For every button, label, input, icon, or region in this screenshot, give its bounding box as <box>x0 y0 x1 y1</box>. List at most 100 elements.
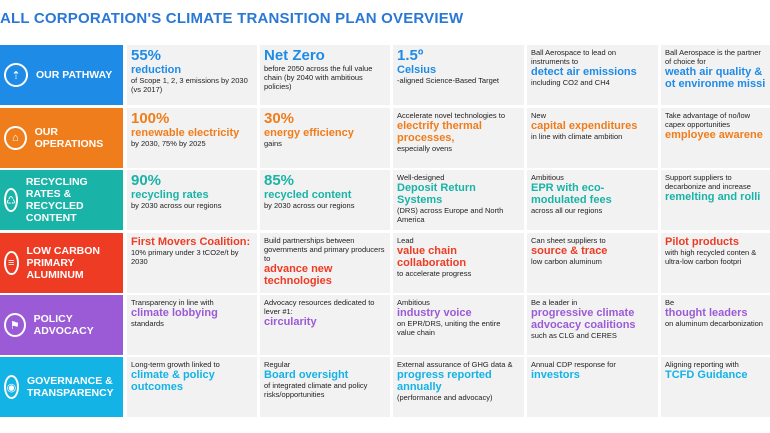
cell-intro: Can sheet suppliers to <box>531 236 606 245</box>
cell-highlight: 100% <box>131 110 170 127</box>
row-header: ⇡ OUR PATHWAY <box>0 45 123 105</box>
plan-cell: 30% energy efficiency gains <box>260 108 390 168</box>
cell-intro: Be <box>665 298 675 307</box>
factory-icon: ⌂ <box>4 126 27 150</box>
cell-text: including CO2 and CH4 <box>531 78 610 87</box>
cell-highlight: remelting and rolli <box>665 191 761 203</box>
row-label: OUR PATHWAY <box>36 69 113 81</box>
cell-highlight: progress reported annually <box>397 369 492 393</box>
cell-highlight: EPR with eco-modulated fees <box>531 182 612 206</box>
cell-highlight: electrify thermal processes, <box>397 120 482 144</box>
cell-highlight: weath air quality & ot environme missi <box>665 66 766 90</box>
cell-intro: Build partnerships between governments a… <box>264 236 385 263</box>
cell-intro: New <box>531 111 547 120</box>
plan-cell: Pilot products with high recycled conten … <box>661 233 770 293</box>
cell-intro: Be a leader in <box>531 298 578 307</box>
cell-text: 10% primary under 3 tCO2e/t by 2030 <box>131 248 239 266</box>
plan-cell: Annual CDP response for investors <box>527 357 658 417</box>
plan-cell: New capital expenditures in line with clim… <box>527 108 658 168</box>
plan-cell: Take advantage of no/low capex opportuni… <box>661 108 770 168</box>
cell-highlight: capital expenditures <box>531 120 638 132</box>
plan-cell: Ball Aerospace to lead on instruments to… <box>527 45 658 105</box>
plan-cell: Ball Aerospace is the partner of choice … <box>661 45 770 105</box>
row-label: RECYCLING RATES & RECYCLED CONTENT <box>25 176 88 224</box>
cell-highlight: Net Zero <box>264 47 325 64</box>
cell-highlight: Deposit Return Systems <box>397 182 476 206</box>
row-3: ♺ RECYCLING RATES & RECYCLED CONTENT 90% re… <box>0 170 770 230</box>
cell-highlight: 1.5º <box>397 47 424 64</box>
cell-highlight: source & trace <box>531 245 608 257</box>
cell-intro: Support suppliers to decarbonize and inc… <box>665 173 751 191</box>
cell-intro: Ambitious <box>397 298 430 307</box>
cell-highlight: TCFD Guidance <box>665 369 748 381</box>
plan-cell: 55% reduction of Scope 1, 2, 3 emissions … <box>127 45 257 105</box>
cell-intro: Accelerate novel technologies to <box>397 111 505 120</box>
plan-cell: Aligning reporting with TCFD Guidance <box>661 357 770 417</box>
row-2: ⌂ OUR OPERATIONS 100% renewable electricity… <box>0 108 770 168</box>
row-6: ◉ GOVERNANCE & TRANSPARENCY Long-term grow… <box>0 357 770 417</box>
cell-text: on aluminum decarbonization <box>665 319 763 328</box>
cell-highlight: First Movers Coalition: <box>131 236 251 248</box>
cell-highlight-sub: energy efficiency <box>264 127 354 139</box>
cell-text: by 2030 across our regions <box>131 201 222 210</box>
cell-highlight-sub: recycled content <box>264 189 352 201</box>
cell-text: before 2050 across the full value chain … <box>264 64 373 91</box>
cell-text: -aligned Science-Based Target <box>397 76 500 85</box>
plan-cell: External assurance of GHG data & progress… <box>393 357 524 417</box>
cell-text: (DRS) across Europe and North America <box>397 206 504 224</box>
row-5: ⚑ POLICY ADVOCACY Transparency in line wit… <box>0 295 770 355</box>
plan-cell: 90% recycling rates by 2030 across our reg… <box>127 170 257 230</box>
cell-highlight: progressive climate advocacy coalitions <box>531 307 636 331</box>
plan-cell: Regular Board oversight of integrated clim… <box>260 357 390 417</box>
bars-icon: ≡ <box>4 251 19 275</box>
cell-intro: Lead <box>397 236 414 245</box>
cell-intro: Ambitious <box>531 173 564 182</box>
recycle-icon: ♺ <box>4 188 18 212</box>
row-label: GOVERNANCE & TRANSPARENCY <box>26 375 114 399</box>
plan-cell: First Movers Coalition: 10% primary under… <box>127 233 257 293</box>
cell-highlight: climate lobbying <box>131 307 218 319</box>
cell-intro: Ball Aerospace is the partner of choice … <box>665 48 761 66</box>
row-header: ≡ LOW CARBON PRIMARY ALUMINUM <box>0 233 123 293</box>
cell-highlight: 30% <box>264 110 295 127</box>
cell-highlight-sub: recycling rates <box>131 189 209 201</box>
cell-highlight: employee awarene <box>665 129 763 141</box>
cell-highlight: detect air emissions <box>531 66 637 78</box>
cell-highlight: Board oversight <box>264 369 349 381</box>
cell-highlight: value chain collaboration <box>397 245 467 269</box>
cell-intro: Well-designed <box>397 173 445 182</box>
cell-intro: Advocacy resources dedicated to lever #1… <box>264 298 375 316</box>
plan-cell: Long-term growth linked to climate & poli… <box>127 357 257 417</box>
row-1: ⇡ OUR PATHWAY 55% reduction of Scope 1, 2, … <box>0 45 770 105</box>
cell-text: with high recycled conten & ultra-low ca… <box>665 248 757 266</box>
cell-text: in line with climate ambition <box>531 132 623 141</box>
plan-cell: Support suppliers to decarbonize and inc… <box>661 170 770 230</box>
plan-cell: Be a leader in progressive climate advoca… <box>527 295 658 355</box>
cell-intro: External assurance of GHG data & <box>397 360 513 369</box>
row-header: ⌂ OUR OPERATIONS <box>0 108 123 168</box>
cell-text: especially ovens <box>397 144 453 153</box>
row-header: ⚑ POLICY ADVOCACY <box>0 295 123 355</box>
cell-intro: Transparency in line with <box>131 298 214 307</box>
plan-cell: Can sheet suppliers to source & trace low … <box>527 233 658 293</box>
cell-intro: Aligning reporting with <box>665 360 739 369</box>
cell-text: by 2030, 75% by 2025 <box>131 139 206 148</box>
cell-highlight: industry voice <box>397 307 472 319</box>
cell-text: gains <box>264 139 282 148</box>
row-header: ◉ GOVERNANCE & TRANSPARENCY <box>0 357 123 417</box>
plan-cell: Well-designed Deposit Return Systems (DRS)… <box>393 170 524 230</box>
cell-text: to accelerate progress <box>397 269 472 278</box>
cell-highlight: advance new technologies <box>264 263 333 287</box>
plan-cell: Ambitious industry voice on EPR/DRS, uniti… <box>393 295 524 355</box>
plan-cell: 1.5º Celsius -aligned Science-Based Targe… <box>393 45 524 105</box>
cell-text: standards <box>131 319 164 328</box>
cell-intro: Ball Aerospace to lead on instruments to <box>531 48 617 66</box>
row-label: LOW CARBON PRIMARY ALUMINUM <box>26 245 101 281</box>
row-4: ≡ LOW CARBON PRIMARY ALUMINUM First Movers… <box>0 233 770 293</box>
plan-cell: 85% recycled content by 2030 across our re… <box>260 170 390 230</box>
plan-cell: 100% renewable electricity by 2030, 75% by… <box>127 108 257 168</box>
cell-highlight: 55% <box>131 47 162 64</box>
cell-text: on EPR/DRS, uniting the entire value cha… <box>397 319 501 337</box>
cell-text: across all our regions <box>531 206 603 215</box>
cell-intro: Regular <box>264 360 291 369</box>
